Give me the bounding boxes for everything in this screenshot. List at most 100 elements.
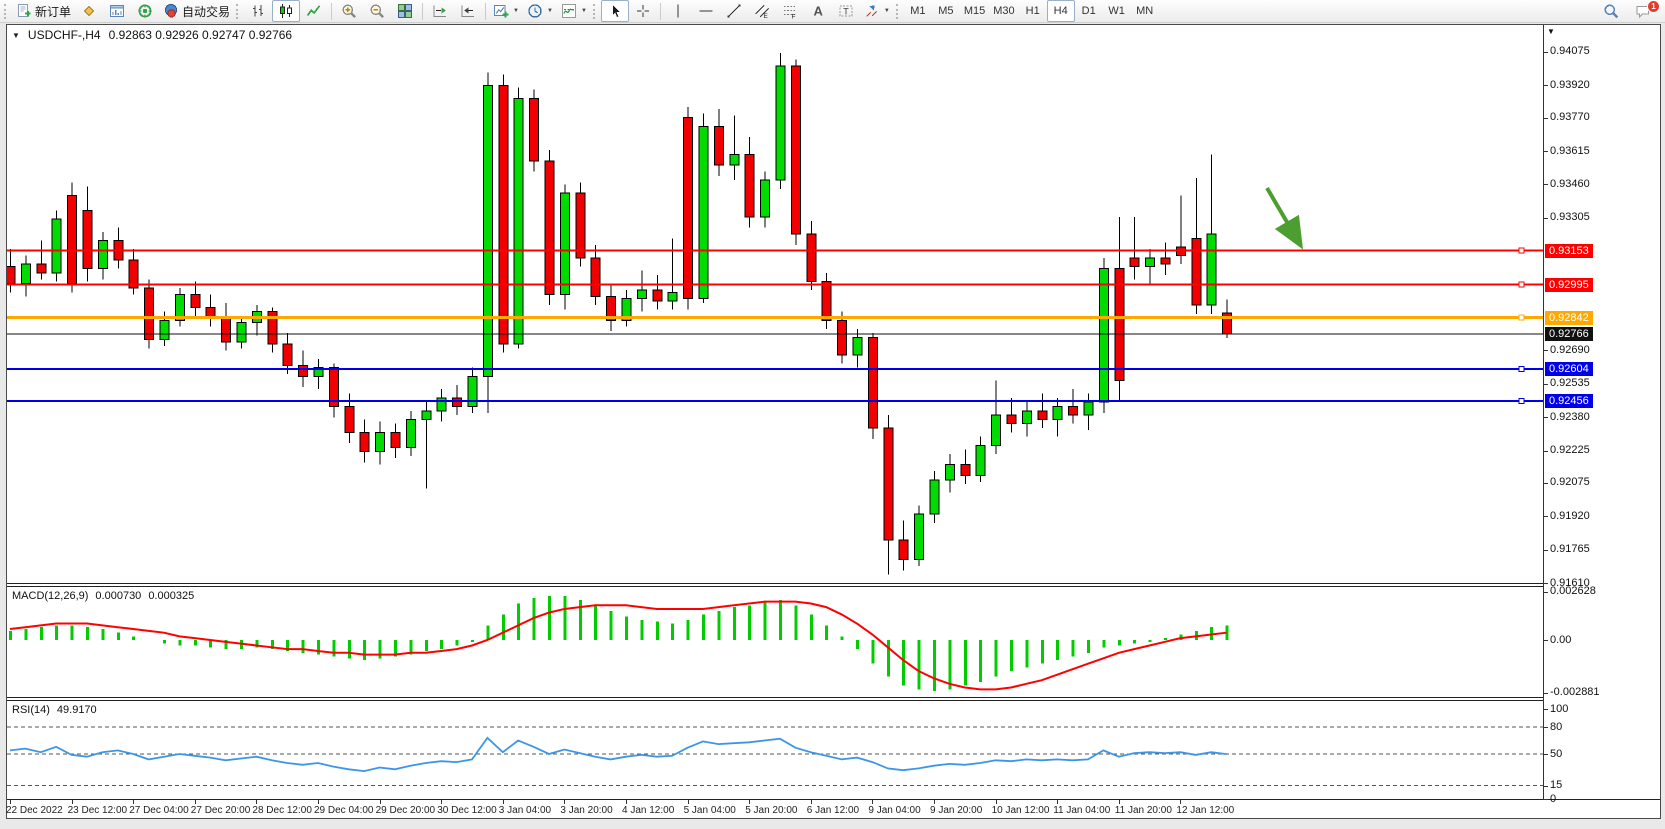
price-axis-label[interactable]: 0.93920 xyxy=(1550,78,1590,91)
time-axis-label[interactable]: 3 Jan 20:00 xyxy=(560,805,613,816)
toolbar-grip[interactable] xyxy=(895,3,900,19)
time-axis-label[interactable]: 9 Jan 20:00 xyxy=(930,805,983,816)
price-axis-label[interactable]: 0.92225 xyxy=(1550,444,1590,457)
price-axis-label[interactable]: 0.92380 xyxy=(1550,410,1590,423)
tf-mn-button[interactable]: MN xyxy=(1136,5,1154,17)
search-button[interactable] xyxy=(1597,0,1625,22)
price-axis-label[interactable]: 0.91920 xyxy=(1550,509,1590,522)
zoom-in-button[interactable] xyxy=(335,0,363,22)
macd-panel[interactable] xyxy=(7,587,1543,697)
level-price-axis-label[interactable]: 0.92456 xyxy=(1545,393,1593,408)
price-axis-label[interactable]: 0.93615 xyxy=(1550,144,1590,157)
tile-windows-button[interactable] xyxy=(391,0,419,22)
level-price-axis-label[interactable]: 0.92604 xyxy=(1545,361,1593,376)
tf-w1-button[interactable]: W1 xyxy=(1108,5,1125,17)
navigator-button[interactable] xyxy=(131,0,159,22)
time-axis-label[interactable]: 22 Dec 2022 xyxy=(6,805,63,816)
indicators-list-button[interactable]: ▼ xyxy=(557,0,591,22)
rsi-axis-label[interactable]: 100 xyxy=(1550,702,1569,715)
time-axis-label[interactable]: 11 Jan 04:00 xyxy=(1053,805,1111,816)
tf-d1-button[interactable]: D1 xyxy=(1081,5,1096,17)
arrows-button[interactable]: ▼ xyxy=(860,0,894,22)
rsi-panel[interactable] xyxy=(7,701,1543,799)
line-handle[interactable] xyxy=(1518,365,1525,372)
level-price-axis-label[interactable]: 0.93153 xyxy=(1545,243,1593,258)
tf-m30-button[interactable]: M30 xyxy=(993,5,1015,17)
time-axis-label[interactable]: 23 Dec 12:00 xyxy=(67,805,128,816)
panel-separator[interactable] xyxy=(7,583,1543,584)
dropdown-caret-icon[interactable]: ▼ xyxy=(883,8,890,14)
time-axis-label[interactable]: 5 Jan 20:00 xyxy=(745,805,798,816)
price-axis-label[interactable]: 0.93770 xyxy=(1550,111,1590,124)
panel-separator[interactable] xyxy=(7,697,1543,698)
time-axis-label[interactable]: 28 Dec 12:00 xyxy=(252,805,312,816)
rsi-axis-label[interactable]: 80 xyxy=(1550,720,1563,733)
price-axis-label[interactable]: 0.91765 xyxy=(1550,543,1590,556)
cursor-button[interactable] xyxy=(600,0,629,22)
time-axis-label[interactable]: 10 Jan 12:00 xyxy=(991,805,1050,816)
line-handle[interactable] xyxy=(1518,247,1525,254)
auto-scroll-button[interactable] xyxy=(454,0,482,22)
periods-button[interactable]: ▼ xyxy=(523,0,557,22)
time-axis-label[interactable]: 5 Jan 04:00 xyxy=(683,805,736,816)
autotrading-button[interactable]: 自动交易 xyxy=(159,0,234,22)
time-axis-label[interactable]: 30 Dec 12:00 xyxy=(437,805,497,816)
line-handle[interactable] xyxy=(1518,281,1525,288)
tf-m1-button[interactable]: M1 xyxy=(910,5,926,17)
data-window-button[interactable] xyxy=(103,0,131,22)
new-chart-button[interactable]: ▼ xyxy=(489,0,523,22)
text-button[interactable]: A xyxy=(804,0,832,22)
toolbar-grip[interactable] xyxy=(236,3,240,19)
time-axis-label[interactable]: 11 Jan 20:00 xyxy=(1114,805,1172,816)
panel-separator[interactable] xyxy=(7,700,1543,701)
macd-axis-label[interactable]: 0.002628 xyxy=(1550,585,1596,598)
macd-axis-label[interactable]: -0.002881 xyxy=(1550,686,1600,699)
trendline-button[interactable] xyxy=(720,0,748,22)
macd-axis-label[interactable]: 0.00 xyxy=(1550,633,1572,646)
time-axis-label[interactable]: 29 Dec 20:00 xyxy=(375,805,436,816)
dropdown-caret-icon[interactable]: ▼ xyxy=(546,8,553,14)
tf-m15-button[interactable]: M15 xyxy=(963,5,986,17)
time-axis-label[interactable]: 27 Dec 04:00 xyxy=(129,805,189,816)
price-axis-label[interactable]: 0.92690 xyxy=(1550,343,1590,356)
dropdown-caret-icon[interactable]: ▼ xyxy=(513,8,519,14)
panel-separator[interactable] xyxy=(7,586,1543,587)
price-axis-label[interactable]: 0.94075 xyxy=(1550,45,1590,58)
new-order-button[interactable]: 新订单 xyxy=(12,0,75,22)
chart-scroll-marker-icon[interactable]: ▼ xyxy=(1547,27,1555,36)
toolbar-grip[interactable] xyxy=(592,3,597,19)
price-axis-label[interactable]: 0.93460 xyxy=(1550,177,1590,190)
vertical-line-button[interactable] xyxy=(664,0,692,22)
one-click-trading-icon[interactable]: ▼ xyxy=(12,30,20,40)
time-axis-label[interactable]: 9 Jan 04:00 xyxy=(868,805,921,816)
rsi-axis-label[interactable]: 50 xyxy=(1550,747,1563,760)
chart-shift-button[interactable] xyxy=(426,0,454,22)
time-axis-label[interactable]: 12 Jan 12:00 xyxy=(1176,805,1235,816)
level-price-axis-label[interactable]: 0.92842 xyxy=(1545,310,1593,325)
crosshair-button[interactable] xyxy=(629,0,657,22)
price-axis-label[interactable]: 0.92075 xyxy=(1550,476,1590,489)
current-price-axis-label[interactable]: 0.92766 xyxy=(1545,327,1593,342)
price-axis-label[interactable]: 0.91610 xyxy=(1550,576,1590,589)
time-axis-label[interactable]: 27 Dec 20:00 xyxy=(190,805,251,816)
bar-chart-button[interactable] xyxy=(244,0,272,22)
market-watch-button[interactable] xyxy=(75,0,103,22)
time-axis-label[interactable]: 4 Jan 12:00 xyxy=(622,805,675,816)
price-axis-label[interactable]: 0.92535 xyxy=(1550,377,1590,390)
line-handle[interactable] xyxy=(1518,397,1525,404)
tf-m5-button[interactable]: M5 xyxy=(938,5,954,17)
line-handle[interactable] xyxy=(1518,314,1525,321)
main-price-chart[interactable] xyxy=(7,25,1543,583)
rsi-axis-label[interactable]: 0 xyxy=(1550,792,1557,805)
level-price-axis-label[interactable]: 0.92995 xyxy=(1545,277,1593,292)
horizontal-line-button[interactable] xyxy=(692,0,720,22)
tf-h1-button[interactable]: H1 xyxy=(1025,5,1040,17)
time-axis-label[interactable]: 3 Jan 04:00 xyxy=(498,805,552,816)
equidistant-channel-button[interactable]: E xyxy=(748,0,776,22)
price-axis-line[interactable] xyxy=(1543,25,1544,799)
rsi-axis-label[interactable]: 15 xyxy=(1550,779,1563,791)
price-axis-label[interactable]: 0.93305 xyxy=(1550,211,1590,224)
text-label-button[interactable]: T xyxy=(832,0,860,22)
dropdown-caret-icon[interactable]: ▼ xyxy=(580,8,587,14)
time-axis-label[interactable]: 29 Dec 04:00 xyxy=(314,805,374,816)
